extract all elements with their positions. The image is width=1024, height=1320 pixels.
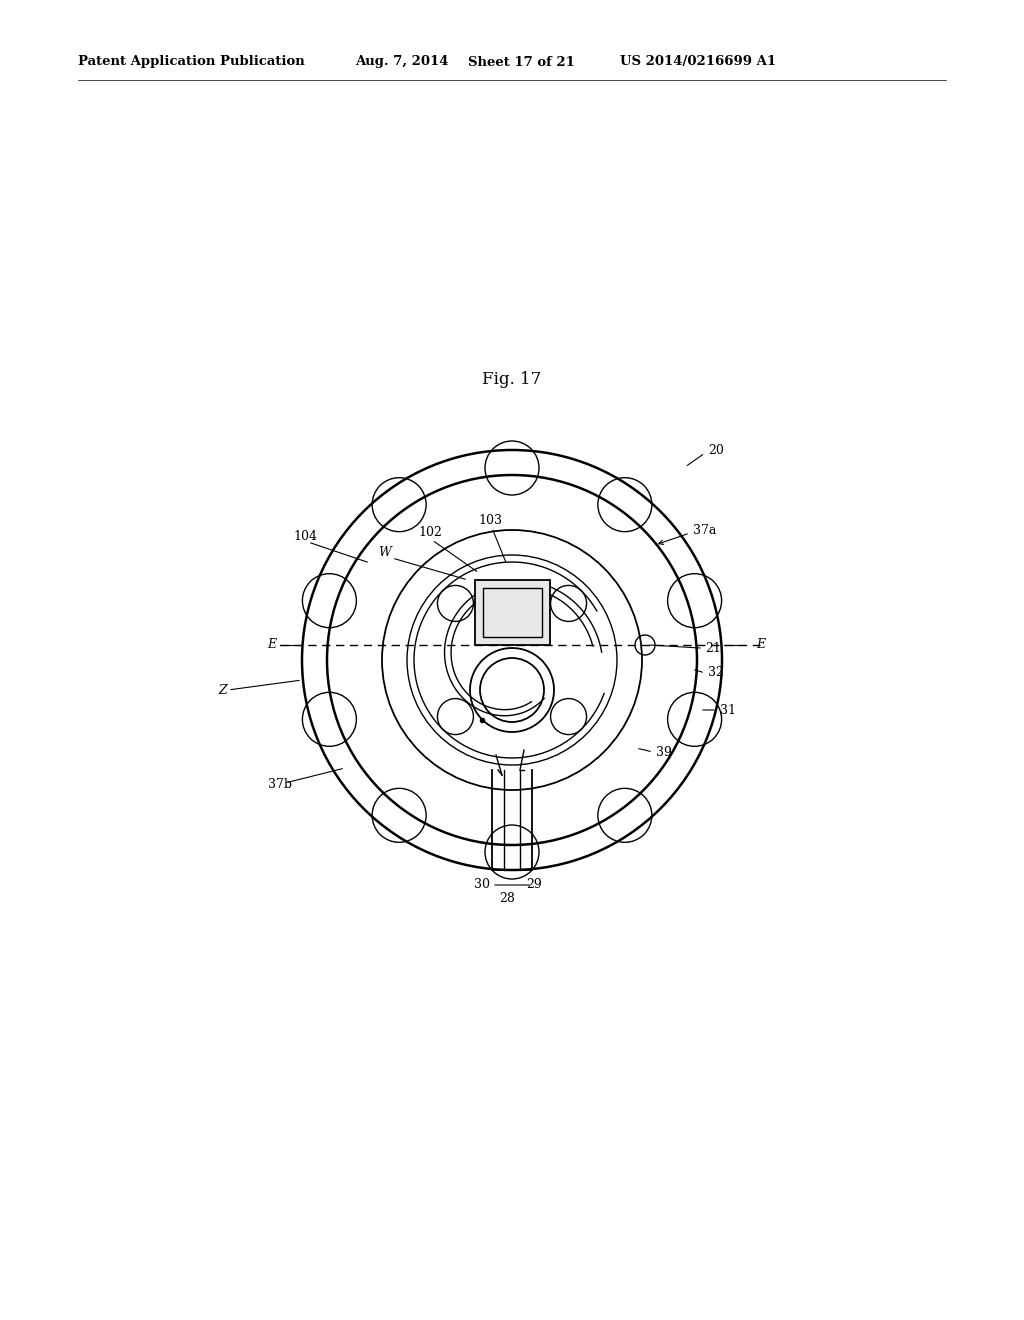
- Text: Z: Z: [218, 684, 226, 697]
- Text: 37b: 37b: [268, 779, 292, 792]
- Text: 30: 30: [474, 878, 490, 891]
- Text: 104: 104: [293, 529, 317, 543]
- Text: 37a: 37a: [693, 524, 717, 536]
- Text: 39: 39: [656, 747, 672, 759]
- Text: 28: 28: [499, 891, 515, 904]
- Text: W: W: [378, 545, 391, 558]
- Text: 103: 103: [478, 513, 502, 527]
- Text: E: E: [267, 639, 276, 652]
- Text: US 2014/0216699 A1: US 2014/0216699 A1: [620, 55, 776, 69]
- Bar: [482, 587, 542, 638]
- Text: 21: 21: [705, 642, 721, 655]
- Text: E: E: [756, 639, 765, 652]
- Text: 31: 31: [720, 704, 736, 717]
- Text: 20: 20: [708, 444, 724, 457]
- Text: 102: 102: [418, 527, 442, 540]
- Text: Patent Application Publication: Patent Application Publication: [78, 55, 305, 69]
- Text: Aug. 7, 2014: Aug. 7, 2014: [355, 55, 449, 69]
- Text: Sheet 17 of 21: Sheet 17 of 21: [468, 55, 574, 69]
- Bar: [474, 579, 550, 645]
- Text: Fig. 17: Fig. 17: [482, 371, 542, 388]
- Text: 32: 32: [708, 665, 724, 678]
- Text: 29: 29: [526, 878, 542, 891]
